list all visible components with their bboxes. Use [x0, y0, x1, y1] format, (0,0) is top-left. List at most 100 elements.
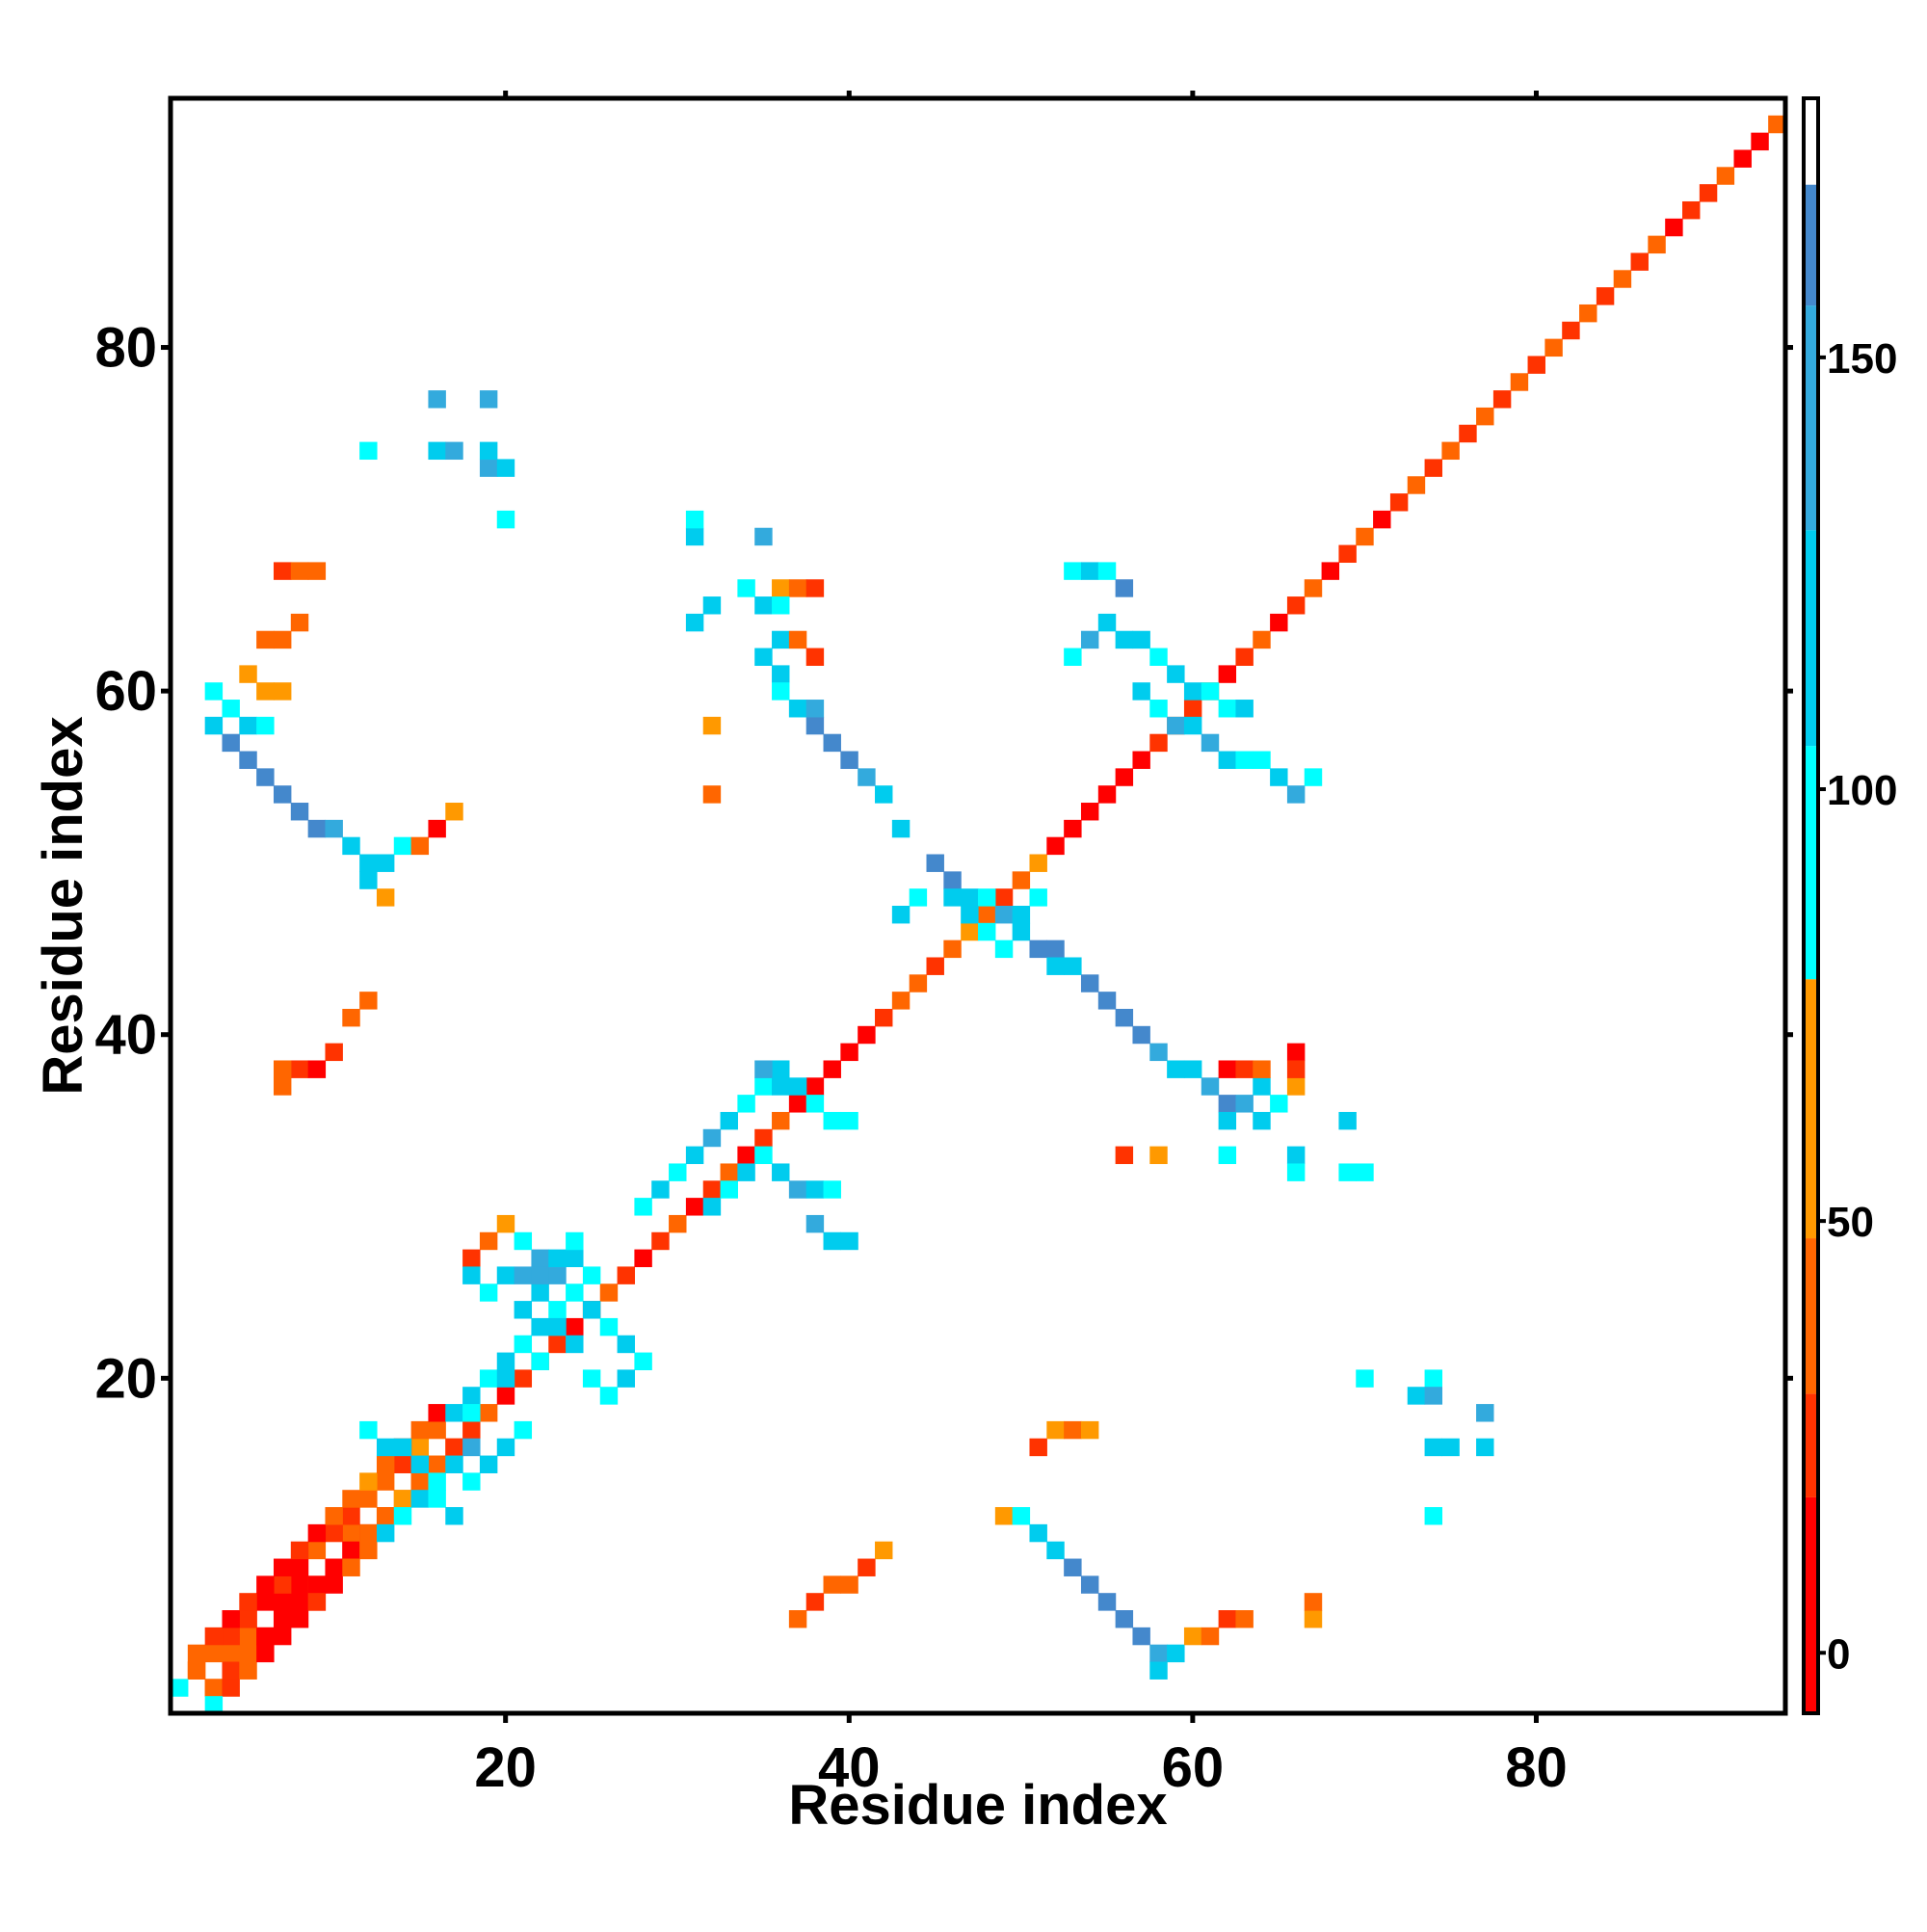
heatmap-cell: [1596, 287, 1615, 305]
heatmap-cell: [256, 682, 275, 701]
heatmap-cell: [256, 1575, 275, 1594]
heatmap-cell: [1492, 390, 1512, 409]
heatmap-cell: [1253, 1111, 1271, 1130]
heatmap-cell: [788, 700, 807, 718]
heatmap-cell: [204, 1627, 224, 1646]
heatmap-cell: [273, 1077, 292, 1096]
heatmap-cell: [325, 1507, 343, 1525]
heatmap-cell: [531, 1317, 549, 1337]
heatmap-cell: [1201, 1627, 1220, 1646]
heatmap-cell: [307, 1523, 327, 1543]
heatmap-cell: [702, 716, 722, 735]
heatmap-cell: [1424, 1507, 1443, 1525]
heatmap-cell: [1046, 940, 1065, 959]
heatmap-cell: [805, 1180, 825, 1199]
heatmap-cell: [1407, 1387, 1426, 1405]
heatmap-cell: [1424, 1369, 1443, 1388]
heatmap-cell: [1097, 785, 1117, 804]
heatmap-cell: [1286, 785, 1306, 804]
heatmap-cell: [342, 1558, 360, 1576]
heatmap-cell: [1218, 1111, 1237, 1130]
heatmap-cell: [702, 1198, 722, 1216]
heatmap-cell: [376, 888, 395, 907]
heatmap-cell: [754, 596, 773, 615]
heatmap-cell: [1356, 527, 1374, 546]
heatmap-cell: [307, 1060, 327, 1078]
heatmap-cell: [1751, 132, 1769, 151]
heatmap-cell: [737, 1146, 755, 1165]
heatmap-cell: [840, 1231, 858, 1251]
colorbar-tick-label: 100: [1827, 767, 1897, 814]
heatmap-cell: [926, 957, 944, 975]
heatmap-cell: [325, 819, 343, 838]
heatmap-cell: [1097, 562, 1117, 580]
heatmap-cell: [273, 682, 292, 701]
heatmap-cell: [1029, 854, 1047, 872]
heatmap-cell: [909, 888, 928, 907]
heatmap-cell: [342, 836, 360, 856]
heatmap-cell: [1253, 1077, 1271, 1096]
heatmap-cell: [1304, 1610, 1323, 1628]
heatmap-cell: [376, 1455, 395, 1473]
heatmap-cell: [239, 1661, 257, 1680]
heatmap-cell: [1029, 1523, 1047, 1543]
heatmap-cell: [1338, 544, 1357, 564]
heatmap-cell: [256, 716, 275, 735]
heatmap-cell: [840, 1043, 858, 1062]
heatmap-cell: [273, 1575, 292, 1594]
heatmap-cell: [1253, 751, 1271, 769]
heatmap-cell: [805, 648, 825, 666]
heatmap-cell: [1046, 957, 1065, 975]
y-tick-label: 80: [94, 317, 157, 380]
heatmap-cell: [754, 1146, 773, 1165]
heatmap-cell: [239, 1627, 257, 1646]
heatmap-cell: [1183, 682, 1202, 701]
heatmap-cell: [290, 1575, 309, 1594]
heatmap-cell: [359, 1490, 378, 1508]
heatmap-cell: [342, 1490, 360, 1508]
heatmap-cell: [239, 1610, 257, 1628]
heatmap-cell: [566, 1231, 584, 1251]
heatmap-cell: [754, 648, 773, 666]
heatmap-cell: [788, 1077, 807, 1096]
heatmap-cell: [204, 1696, 224, 1714]
heatmap-cell: [582, 1266, 601, 1284]
heatmap-cell: [840, 751, 858, 769]
heatmap-cell: [858, 768, 876, 786]
heatmap-cell: [788, 1180, 807, 1199]
heatmap-cell: [823, 733, 841, 753]
heatmap-cell: [428, 1490, 446, 1508]
heatmap-cell: [1064, 562, 1082, 580]
heatmap-cell: [1613, 270, 1632, 288]
heatmap-cell: [1115, 1008, 1134, 1027]
heatmap-cell: [239, 1644, 257, 1663]
heatmap-cell: [496, 1266, 515, 1284]
heatmap-cell: [737, 1163, 755, 1181]
colorbar-band: [1804, 184, 1818, 306]
heatmap-cell: [685, 527, 704, 546]
heatmap-cell: [1286, 1077, 1306, 1096]
heatmap-cell: [1183, 716, 1202, 735]
heatmap-cell: [428, 1472, 446, 1491]
heatmap-cell: [1235, 1095, 1254, 1113]
heatmap-cell: [273, 630, 292, 649]
heatmap-cell: [514, 1231, 533, 1251]
heatmap-cell: [1046, 836, 1065, 856]
heatmap-cell: [1286, 1060, 1306, 1078]
heatmap-cell: [805, 1214, 825, 1233]
heatmap-cell: [204, 1679, 224, 1697]
heatmap-cell: [1544, 338, 1563, 357]
heatmap-cell: [961, 906, 979, 924]
heatmap-cell: [342, 1523, 360, 1543]
heatmap-cell: [1012, 922, 1031, 941]
heatmap-cell: [1149, 1043, 1168, 1062]
heatmap-cell: [479, 441, 498, 461]
heatmap-cell: [428, 1455, 446, 1473]
heatmap-cell: [445, 441, 463, 461]
heatmap-cell: [582, 1369, 601, 1388]
heatmap-cell: [685, 613, 704, 632]
heatmap-cell: [359, 1420, 378, 1440]
heatmap-cell: [514, 1369, 533, 1388]
heatmap-cell: [805, 579, 825, 597]
